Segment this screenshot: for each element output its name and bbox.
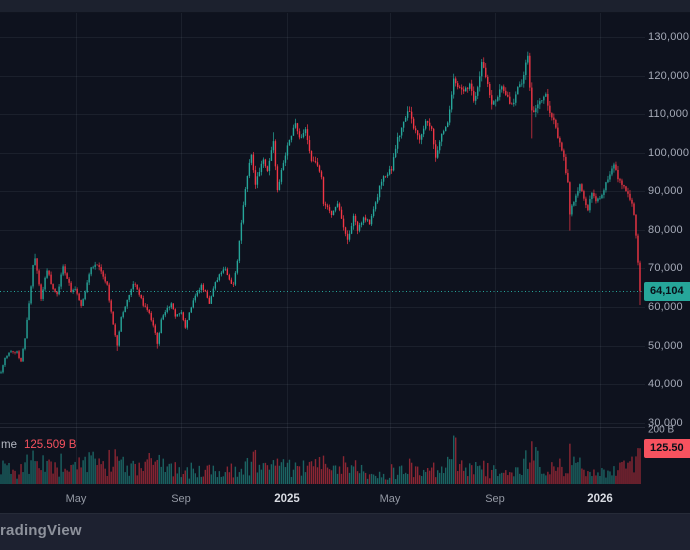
- price-tick-label: 130,000: [648, 30, 690, 43]
- price-tick-label: 50,000: [648, 339, 683, 352]
- top-toolbar-edge: [0, 0, 690, 13]
- volume-legend-value: 125.509 B: [23, 439, 77, 451]
- time-tick-label-month: May: [379, 492, 401, 505]
- last-price-badge: 64,104: [644, 281, 690, 301]
- price-tick-label: 80,000: [648, 223, 683, 236]
- time-tick-label-month: May: [65, 492, 87, 505]
- time-tick-label-month: Sep: [171, 492, 191, 505]
- price-tick-label: 40,000: [648, 378, 683, 391]
- price-tick-label: 100,000: [648, 146, 690, 159]
- price-tick-label: 60,000: [648, 300, 683, 313]
- time-tick-label-year: 2025: [274, 492, 300, 505]
- time-tick-label-month: Sep: [485, 492, 505, 505]
- price-tick-label: 120,000: [648, 69, 690, 82]
- volume-legend: me 125.509 B: [1, 438, 76, 452]
- time-scale[interactable]: May Sep 2025 May Sep 2026: [0, 484, 690, 513]
- price-tick-label: 30,000: [648, 416, 683, 429]
- price-tick-label: 90,000: [648, 185, 683, 198]
- time-tick-label-year: 2026: [587, 492, 613, 505]
- price-scale[interactable]: 64,104 125.50 130,000 120,000 110,000 100,0…: [644, 13, 690, 484]
- candlestick-chart-canvas[interactable]: [0, 0, 645, 484]
- tradingview-logo[interactable]: radingView: [0, 522, 82, 539]
- price-tick-label: 110,000: [648, 108, 689, 121]
- volume-legend-label-fragment: me: [1, 439, 17, 451]
- price-tick-label: 70,000: [648, 262, 683, 275]
- last-volume-badge: 125.50: [644, 438, 690, 458]
- volume-scale-tick-label: 200 B: [648, 424, 675, 435]
- footer-bar: radingView: [0, 513, 690, 550]
